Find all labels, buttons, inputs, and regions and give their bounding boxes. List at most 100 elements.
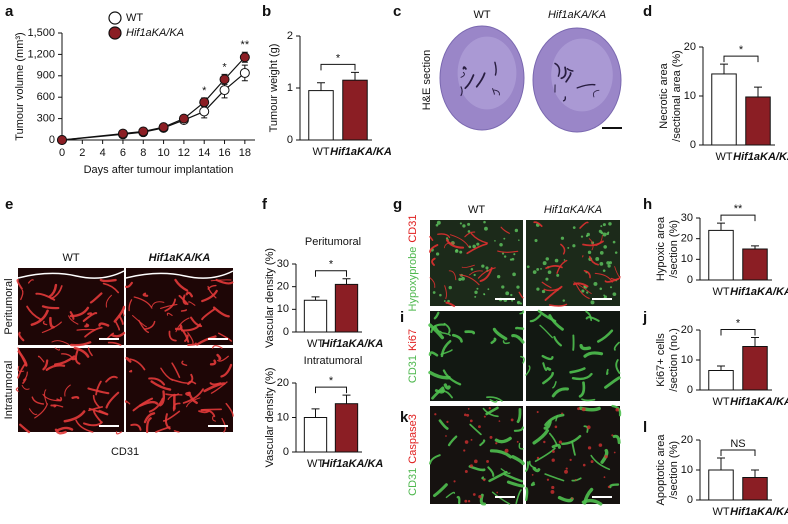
tissue-detail bbox=[133, 296, 153, 309]
tissue-detail bbox=[615, 407, 619, 412]
y-axis-label: /section (%) bbox=[668, 441, 680, 499]
tissue-detail bbox=[560, 66, 567, 80]
tissue-detail bbox=[565, 72, 572, 83]
tissue-detail bbox=[212, 306, 230, 318]
tissue-detail bbox=[88, 407, 108, 416]
tissue-detail bbox=[460, 71, 465, 78]
tissue-detail bbox=[519, 302, 523, 305]
tissue-detail bbox=[463, 413, 467, 417]
tissue-detail bbox=[518, 239, 520, 242]
y-tick-label: 10 bbox=[681, 253, 693, 265]
tissue-detail bbox=[545, 257, 549, 261]
series-line bbox=[61, 56, 246, 141]
tissue-detail bbox=[511, 333, 525, 344]
row-label: Peritumoral bbox=[3, 278, 15, 334]
tissue-detail bbox=[474, 295, 477, 298]
point bbox=[199, 97, 210, 108]
tissue-detail bbox=[599, 287, 603, 291]
tissue-detail bbox=[82, 312, 98, 322]
tissue-detail bbox=[207, 285, 217, 299]
y-tick-label: 600 bbox=[37, 91, 55, 103]
side-label-part: Hypoxyprobe bbox=[407, 247, 419, 312]
tissue-detail bbox=[472, 244, 476, 249]
micrograph bbox=[18, 268, 124, 345]
tissue-detail bbox=[148, 397, 164, 413]
error-bar bbox=[311, 296, 320, 301]
tissue-detail bbox=[87, 312, 93, 316]
tissue-detail bbox=[516, 440, 519, 443]
tissue-detail bbox=[611, 434, 614, 437]
y-tick-label: 300 bbox=[37, 113, 55, 125]
x-tick-label: Hif1aKA/KA bbox=[730, 506, 788, 518]
x-tick-label: 8 bbox=[140, 147, 146, 159]
tissue-detail bbox=[588, 238, 594, 251]
tissue-detail bbox=[128, 299, 133, 312]
tissue-detail bbox=[437, 233, 451, 239]
side-label-part: CD31 bbox=[407, 468, 419, 496]
tissue-detail bbox=[464, 231, 476, 238]
tissue-detail bbox=[466, 243, 488, 255]
tissue-detail bbox=[115, 321, 121, 331]
tissue-detail bbox=[18, 331, 25, 342]
tissue-detail bbox=[434, 324, 442, 333]
tissue-detail bbox=[544, 413, 565, 427]
tissue-detail bbox=[28, 408, 38, 416]
column-label: WT bbox=[473, 9, 490, 21]
tissue-detail bbox=[22, 378, 27, 384]
tissue-detail bbox=[524, 461, 530, 472]
tissue-detail bbox=[602, 223, 606, 227]
tissue-detail bbox=[18, 350, 27, 367]
tissue-detail bbox=[68, 315, 79, 325]
tissue-detail bbox=[115, 431, 122, 435]
tissue-detail bbox=[503, 473, 524, 483]
tissue-detail bbox=[175, 317, 190, 333]
tissue-detail bbox=[34, 403, 48, 419]
x-tick-label: Hif1aKA/KA bbox=[322, 338, 384, 350]
y-tick-label: 10 bbox=[681, 354, 693, 366]
tissue-detail bbox=[486, 460, 489, 463]
x-tick-label: Hif1aKA/KA bbox=[730, 286, 788, 298]
tissue-detail bbox=[515, 489, 522, 505]
tissue-detail bbox=[582, 255, 584, 258]
y-axis-label: Tumour volume (mm³) bbox=[14, 32, 26, 140]
tissue-detail bbox=[572, 244, 576, 248]
tissue-detail bbox=[49, 316, 55, 329]
significance-label: * bbox=[736, 317, 741, 329]
tissue-detail bbox=[75, 419, 94, 433]
tissue-detail bbox=[496, 491, 499, 494]
bar bbox=[742, 346, 768, 391]
tissue-detail bbox=[612, 434, 621, 445]
y-tick-label: 0 bbox=[283, 446, 289, 458]
tissue-detail bbox=[158, 390, 166, 407]
tissue-detail bbox=[431, 386, 445, 400]
tissue-detail bbox=[440, 349, 453, 356]
tissue-detail bbox=[603, 294, 606, 297]
tissue-detail bbox=[572, 226, 576, 229]
point bbox=[178, 113, 189, 124]
tissue-detail bbox=[518, 442, 524, 450]
tissue-detail bbox=[588, 255, 599, 266]
tissue-detail bbox=[51, 340, 70, 346]
tissue-detail bbox=[41, 305, 60, 310]
tissue-detail bbox=[179, 326, 190, 343]
significance-bracket bbox=[720, 214, 756, 222]
tissue-detail bbox=[21, 384, 30, 390]
tissue-detail bbox=[466, 413, 470, 417]
x-tick-label: 0 bbox=[59, 147, 65, 159]
tissue-detail bbox=[489, 398, 498, 403]
x-tick-label: 14 bbox=[198, 147, 210, 159]
tissue-detail bbox=[464, 440, 469, 444]
y-tick-label: 0 bbox=[687, 274, 693, 286]
tissue-detail bbox=[546, 478, 550, 481]
tissue-detail bbox=[440, 331, 451, 337]
tissue-detail bbox=[542, 261, 547, 266]
significance-label: NS bbox=[730, 438, 745, 450]
tissue-detail bbox=[201, 308, 216, 321]
tissue-detail bbox=[105, 391, 120, 409]
row-label: Intratumoral bbox=[3, 361, 15, 420]
tissue-detail bbox=[166, 312, 173, 316]
tissue-detail bbox=[432, 291, 436, 294]
tissue-detail bbox=[433, 311, 440, 320]
y-tick-label: 10 bbox=[684, 90, 696, 102]
bar bbox=[334, 283, 359, 333]
